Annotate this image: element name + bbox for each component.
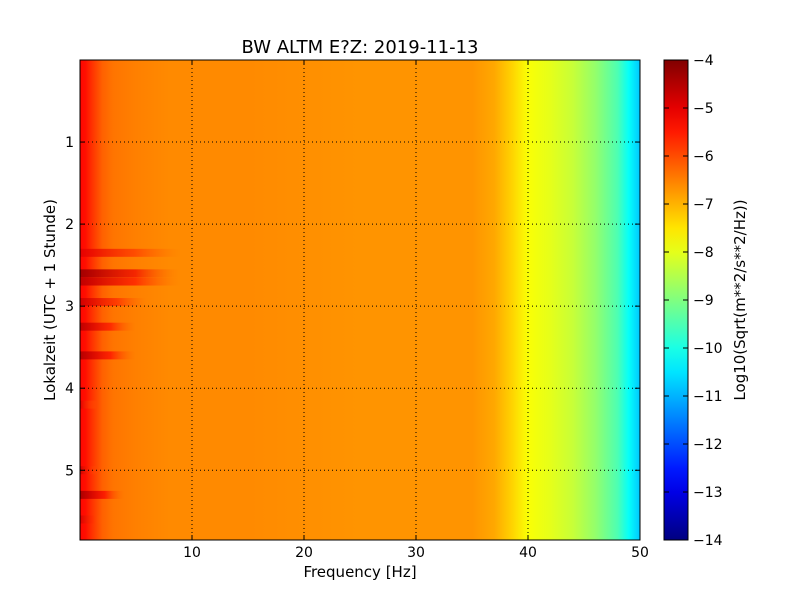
burst-streak	[80, 400, 97, 409]
y-tick-label: 2	[65, 217, 74, 233]
colorbar-tick-label: −7	[693, 197, 714, 213]
x-axis-label: Frequency [Hz]	[303, 563, 416, 581]
burst-streak	[80, 515, 103, 524]
colorbar-tick-label: −9	[693, 293, 714, 309]
burst-streak	[80, 490, 125, 499]
colorbar-tick-label: −6	[693, 149, 714, 165]
y-tick-label: 3	[65, 299, 74, 315]
x-tick-label: 30	[407, 545, 425, 561]
colorbar-label: Log10(Sqrt(m**2/s**2/Hz))	[731, 199, 749, 400]
x-tick-label: 50	[631, 545, 649, 561]
burst-streak	[80, 298, 148, 307]
burst-streak	[80, 269, 181, 278]
colorbar-tick-label: −11	[693, 389, 723, 405]
y-axis: 1 2 3 4 5	[65, 135, 640, 479]
heatmap-background	[80, 60, 640, 540]
colorbar-tick-label: −12	[693, 437, 723, 453]
plot-area	[80, 60, 640, 540]
plot-frame	[79, 59, 641, 541]
y-tick-label: 1	[65, 135, 74, 151]
y-tick-label: 4	[65, 381, 74, 397]
colorbar-tick-label: −5	[693, 101, 714, 117]
y-tick-label: 5	[65, 463, 74, 479]
chart-title: BW ALTM E?Z: 2019-11-13	[242, 37, 479, 58]
burst-streak	[80, 277, 181, 286]
colorbar-ticks: −4 −5 −6 −7 −8 −9 −10 −11 −12 −13 −14	[664, 53, 723, 549]
grid	[80, 60, 640, 540]
burst-streak	[80, 351, 136, 360]
x-tick-label: 10	[183, 545, 201, 561]
colorbar-tick-label: −10	[693, 341, 723, 357]
colorbar-tick-label: −13	[693, 485, 723, 501]
x-tick-label: 40	[519, 545, 537, 561]
burst-streak	[80, 248, 181, 257]
colorbar-tick-label: −14	[693, 533, 723, 549]
x-axis: 10 20 30 40 50	[183, 60, 649, 561]
x-tick-label: 20	[295, 545, 313, 561]
y-axis-label: Lokalzeit (UTC + 1 Stunde)	[41, 199, 59, 401]
colorbar-tick-label: −8	[693, 245, 714, 261]
burst-streak	[80, 322, 136, 331]
colorbar-tick-label: −4	[693, 53, 714, 69]
